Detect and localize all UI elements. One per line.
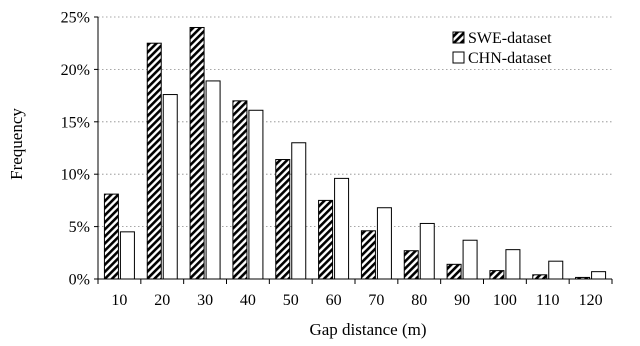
bar-chn-10 [119,231,135,280]
legend-swatch-swe [452,31,465,44]
y-tick-label: 15% [61,114,90,131]
y-tick-labels: 0% 5% 10% 15% 20% 25% [61,10,90,289]
bar-swe-50 [275,159,291,280]
x-tick-label: 10 [111,292,127,309]
y-tick-label: 5% [69,219,90,236]
bar-chn-120 [591,271,607,280]
bar-chn-50 [291,142,307,280]
x-tick-label: 50 [283,292,299,309]
bar-chn-20 [162,94,178,280]
x-tick-label: 120 [579,292,603,309]
bar-swe-20 [146,42,162,280]
x-tick-labels: 10 20 30 40 50 60 70 80 90 100 110 120 [111,292,602,309]
bar-chn-110 [548,260,564,280]
bar-swe-80 [403,250,419,280]
legend-label-chn: CHN-dataset [468,50,552,67]
y-tick-label: 25% [61,10,90,27]
y-tick-label: 20% [61,62,90,79]
axes [94,16,613,284]
bar-swe-100 [489,270,505,280]
x-tick-label: 20 [154,292,170,309]
y-axis-label: Frequency [7,108,26,180]
bar-swe-30 [189,26,205,280]
x-tick-label: 90 [454,292,470,309]
bar-chn-40 [248,109,264,280]
y-tick-label: 0% [69,272,90,289]
bar-chn-80 [419,222,435,280]
x-tick-label: 80 [411,292,427,309]
bar-chn-60 [334,177,350,280]
x-tick-label: 70 [368,292,384,309]
x-tick-label: 40 [240,292,256,309]
bar-chn-90 [462,239,478,280]
legend-label-swe: SWE-dataset [468,30,552,47]
bar-swe-40 [232,100,248,280]
x-axis-label: Gap distance (m) [309,320,426,339]
bar-swe-110 [532,274,548,280]
legend: SWE-dataset CHN-dataset [452,30,552,67]
bar-swe-10 [103,193,119,280]
bar-swe-90 [446,263,462,280]
x-tick-label: 60 [326,292,342,309]
bar-chn-30 [205,80,221,280]
gridlines [98,16,612,228]
y-tick-label: 10% [61,167,90,184]
bar-swe-70 [360,230,376,280]
x-tick-label: 110 [536,292,559,309]
x-tick-label: 30 [197,292,213,309]
bar-chn-100 [505,249,521,280]
legend-swatch-chn [452,51,465,64]
bar-chn-70 [376,207,392,280]
bars [103,26,607,280]
x-tick-label: 100 [493,292,517,309]
bar-swe-60 [318,199,334,280]
